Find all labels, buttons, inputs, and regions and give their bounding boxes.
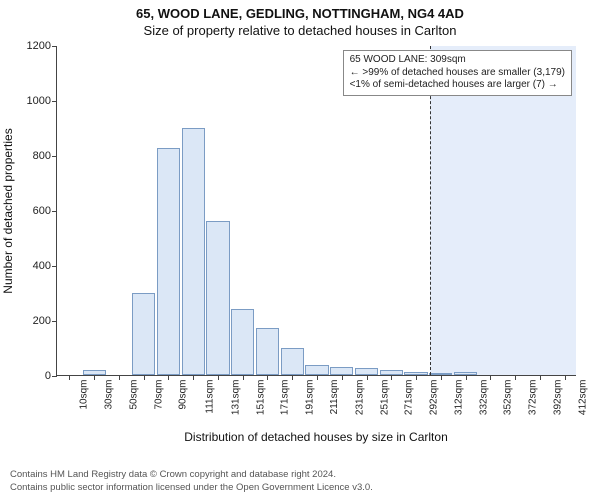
y-tick-label: 400: [13, 260, 51, 272]
x-tick: [466, 375, 467, 380]
x-tick: [69, 375, 70, 380]
x-tick-label: 131sqm: [230, 380, 241, 416]
y-tick: [52, 321, 57, 322]
x-tick-label: 171sqm: [280, 380, 291, 416]
x-tick-label: 251sqm: [379, 380, 390, 416]
chart-subtitle: Size of property relative to detached ho…: [0, 21, 600, 38]
x-tick: [416, 375, 417, 380]
x-tick: [490, 375, 491, 380]
bar: [256, 328, 279, 375]
x-tick-label: 70sqm: [153, 380, 164, 410]
y-tick-label: 0: [13, 370, 51, 382]
plot-area: 65 WOOD LANE: 309sqm ← >99% of detached …: [56, 46, 576, 376]
bar: [182, 128, 205, 376]
bar: [281, 348, 304, 376]
x-tick: [565, 375, 566, 380]
y-tick-label: 1200: [13, 40, 51, 52]
x-tick-label: 312sqm: [453, 380, 464, 416]
bar: [330, 367, 353, 375]
x-tick: [391, 375, 392, 380]
x-tick-label: 90sqm: [178, 380, 189, 410]
y-tick-label: 1000: [13, 95, 51, 107]
x-tick: [218, 375, 219, 380]
x-tick: [168, 375, 169, 380]
x-tick: [267, 375, 268, 380]
x-tick: [119, 375, 120, 380]
x-tick: [342, 375, 343, 380]
x-tick-label: 412sqm: [577, 380, 588, 416]
chart-title: 65, WOOD LANE, GEDLING, NOTTINGHAM, NG4 …: [0, 0, 600, 21]
x-tick-label: 372sqm: [527, 380, 538, 416]
x-tick: [144, 375, 145, 380]
x-tick-label: 271sqm: [404, 380, 415, 416]
x-tick: [292, 375, 293, 380]
y-tick-label: 200: [13, 315, 51, 327]
callout-line1: 65 WOOD LANE: 309sqm: [350, 54, 565, 67]
chart-container: 65, WOOD LANE, GEDLING, NOTTINGHAM, NG4 …: [0, 0, 600, 500]
x-tick: [94, 375, 95, 380]
x-axis-label: Distribution of detached houses by size …: [184, 430, 447, 444]
y-tick: [52, 101, 57, 102]
x-tick-label: 50sqm: [128, 380, 139, 410]
x-tick-label: 30sqm: [104, 380, 115, 410]
x-tick: [540, 375, 541, 380]
bar: [305, 365, 328, 375]
x-tick-label: 292sqm: [428, 380, 439, 416]
x-tick-label: 332sqm: [478, 380, 489, 416]
footer-line1: Contains HM Land Registry data © Crown c…: [10, 469, 590, 481]
y-tick: [52, 376, 57, 377]
x-tick-label: 392sqm: [552, 380, 563, 416]
x-tick-label: 231sqm: [354, 380, 365, 416]
x-tick-label: 191sqm: [305, 380, 316, 416]
x-tick-label: 111sqm: [205, 380, 216, 414]
marker-callout: 65 WOOD LANE: 309sqm ← >99% of detached …: [343, 50, 572, 96]
bar: [157, 148, 180, 375]
footer-line2: Contains public sector information licen…: [10, 482, 590, 494]
x-tick: [243, 375, 244, 380]
callout-line2: ← >99% of detached houses are smaller (3…: [350, 67, 565, 80]
x-tick-label: 211sqm: [329, 380, 340, 415]
footer-attribution: Contains HM Land Registry data © Crown c…: [10, 469, 590, 494]
bar: [231, 309, 254, 375]
bar: [355, 368, 378, 375]
y-axis-label: Number of detached properties: [1, 128, 15, 293]
y-tick: [52, 156, 57, 157]
x-tick: [367, 375, 368, 380]
x-tick: [515, 375, 516, 380]
bar: [206, 221, 229, 375]
y-tick-label: 600: [13, 205, 51, 217]
callout-line3: <1% of semi-detached houses are larger (…: [350, 79, 565, 92]
x-tick-label: 352sqm: [503, 380, 514, 416]
x-tick: [193, 375, 194, 380]
y-tick: [52, 266, 57, 267]
bar: [132, 293, 155, 376]
x-tick-label: 151sqm: [255, 380, 266, 416]
x-tick: [441, 375, 442, 380]
x-tick: [317, 375, 318, 380]
y-tick: [52, 46, 57, 47]
y-tick: [52, 211, 57, 212]
y-tick-label: 800: [13, 150, 51, 162]
x-tick-label: 10sqm: [79, 380, 90, 410]
